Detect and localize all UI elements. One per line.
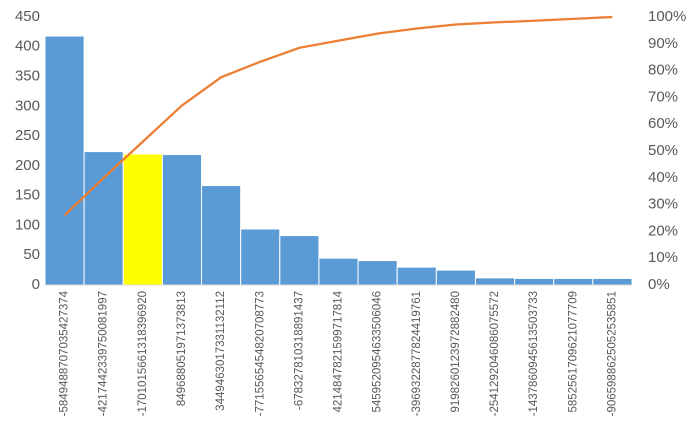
y2-tick-label: 100%	[648, 8, 686, 25]
y2-tick-label: 40%	[648, 169, 678, 186]
x-tick-label: 849688051971373813	[176, 291, 188, 406]
y-tick-label: 0	[32, 276, 40, 293]
bar	[318, 257, 359, 286]
bar	[592, 277, 633, 286]
y-tick-label: 450	[15, 8, 40, 25]
bar	[240, 228, 281, 286]
x-tick-label: -678327810318891437	[293, 291, 305, 410]
bar	[44, 35, 85, 286]
bar	[357, 260, 398, 286]
bar	[201, 185, 242, 286]
y-tick-label: 300	[15, 97, 40, 114]
y-tick-label: 150	[15, 187, 40, 204]
y2-tick-label: 80%	[648, 62, 678, 79]
bar	[83, 151, 124, 286]
y-tick-label: 400	[15, 38, 40, 55]
y2-tick-label: 50%	[648, 142, 678, 159]
y2-tick-label: 0%	[648, 276, 670, 293]
y2-tick-label: 10%	[648, 249, 678, 266]
y-tick-label: 200	[15, 157, 40, 174]
x-tick-label: -9065988625052535851	[606, 291, 618, 416]
bar	[396, 266, 437, 286]
x-tick-label: -1437860945613503733	[528, 291, 540, 416]
line	[63, 15, 613, 217]
x-tick-label: 9198260123972882480	[450, 291, 462, 413]
bar	[435, 269, 476, 286]
y2-tick-label: 30%	[648, 196, 678, 213]
bar	[514, 277, 555, 286]
x-tick-label: 5459520954633506046	[372, 291, 384, 413]
bar	[122, 153, 163, 286]
y2-tick-label: 90%	[648, 35, 678, 52]
x-tick-label: -5849488707035427374	[59, 290, 71, 416]
x-tick-label: -4217442339750081997	[98, 291, 110, 416]
x-tick-label: -1701015661318396920	[137, 291, 149, 416]
x-tick-label: 5852561709621077709	[567, 291, 579, 413]
bar	[161, 154, 203, 286]
x-tick-label: 3449463017331132112	[215, 291, 227, 411]
y2-tick-label: 60%	[648, 115, 678, 132]
bar	[279, 235, 320, 286]
x-tick-label: -2541292046086075572	[489, 291, 501, 416]
bar	[474, 277, 516, 286]
x-tick-label: -3969322877824419761	[411, 291, 423, 416]
y-tick-label: 100	[15, 216, 40, 233]
x-tick-label: 4214847821599717814	[333, 290, 345, 412]
y-tick-label: 50	[23, 246, 40, 263]
y-tick-label: 350	[15, 68, 40, 85]
bar	[553, 277, 594, 286]
x-tick-label: -7715565454820708773	[254, 291, 266, 416]
y2-tick-label: 20%	[648, 222, 678, 239]
y-tick-label: 250	[15, 127, 40, 144]
y2-tick-label: 70%	[648, 88, 678, 105]
